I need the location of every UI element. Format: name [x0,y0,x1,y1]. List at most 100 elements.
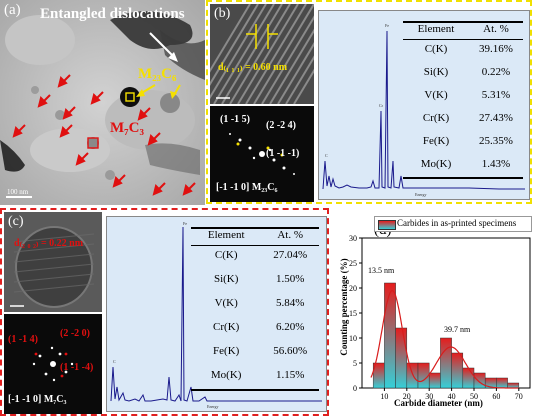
x-tick-label: 40 [448,392,456,401]
histogram-bar [406,362,419,389]
table-row: C(K) 27.04% [191,249,319,267]
svg-text:Energy: Energy [207,404,218,409]
d-spacing-b: d₍₁ ₁ ₁₎ = 0.60 nm [218,62,288,73]
table-cell: V(K) [424,89,448,101]
table-cell: 5.31% [481,89,511,101]
table-cell: V(K) [214,297,238,309]
table-row: Si(K) 1.50% [191,273,319,291]
table-row: Mo(K) 1.15% [191,369,319,387]
m23c6-annotation: M₂₃C₆ [138,66,177,82]
table-b-header-element: Element [417,23,455,35]
svg-text:Energy: Energy [415,192,426,197]
table-cell: 1.50% [275,273,305,285]
fft-c-label-2: (2 -2 0) [60,328,90,339]
histogram-bar [473,372,486,389]
table-cell: C(K) [424,43,448,55]
table-c-header: Element At. % [191,227,319,246]
table-cell: Cr(K) [422,112,450,124]
y-tick-label: 0 [353,384,357,393]
table-cell: 56.60% [273,345,308,357]
legend-label: Carbides in as-printed specimens [397,218,517,228]
table-row: Fe(K) 25.35% [403,135,523,153]
histogram-bar [417,362,430,389]
table-row: Cr(K) 27.43% [403,112,523,130]
zone-axis-c: [-1 -1 0] M₇C₃ [8,394,67,405]
histogram-bar [462,367,475,389]
table-row: Fe(K) 56.60% [191,345,319,363]
hrtem-image-b: (b) d₍₁ ₁ ₁₎ = 0.60 nm [210,4,314,104]
x-tick-label: 50 [470,392,478,401]
table-row: Mo(K) 1.43% [403,158,523,176]
histogram-bar [395,327,408,389]
eds-spectrum-b: C Cr Fe Energy Element At. % C(K) 39.16% Si… [318,10,530,200]
hrtem-image-c: (c) d₍₂ ₀ ₂₎ = 0.22 nm [4,212,102,312]
carbide-histogram: 10 20 30 40 50 60 70 0 5 10 15 20 25 30 [349,234,531,401]
x-tick-label: 30 [425,392,433,401]
histogram-bar [496,377,508,389]
svg-text:C: C [113,359,116,364]
table-b-header-at: At. % [483,23,509,35]
table-cell: 39.16% [479,43,513,55]
red-arrows [12,74,196,196]
eds-spectrum-c: C Fe Energy Element At. % C(K) 27.04% Si(K… [106,216,327,412]
x-tick-label: 20 [403,392,411,401]
table-cell: 1.43% [481,158,511,170]
table-cell: 5.84% [275,297,305,309]
histogram-bar [507,382,520,389]
fft-b-label-1: (1 -1 5) [220,114,250,125]
svg-text:C: C [325,153,328,158]
table-cell: 27.04% [273,249,308,261]
table-c-header-at: At. % [277,229,304,241]
histogram-bar [440,337,452,389]
table-b-header: Element At. % [403,21,523,40]
y-tick-label: 5 [353,359,357,368]
peak-label-2: 39.7 nm [444,325,471,334]
fit-curve [370,289,519,389]
svg-text:Fe: Fe [183,221,187,226]
table-row: V(K) 5.84% [191,297,319,315]
x-axis-title: Carbide diameter (nm) [394,398,483,408]
svg-text:Cr: Cr [379,103,384,108]
x-tick-label: 70 [515,392,523,401]
panel-a-label: (a) [4,2,21,18]
x-tick-label: 10 [380,392,388,401]
legend-swatch [378,220,396,230]
table-cell: C(K) [214,249,238,261]
entangled-dislocations-annotation: Entangled dislocations [40,6,185,22]
table-row: V(K) 5.31% [403,89,523,107]
y-tick-label: 20 [349,284,357,293]
panel-c-label: (c) [8,214,24,229]
table-row: Cr(K) 6.20% [191,321,319,339]
table-c-bottom-rule [191,389,319,391]
fft-pattern-b: (1 -1 5) (2 -2 4) (1 -1 -1) [-1 -1 0] M₂… [210,106,314,202]
y-tick-label: 25 [349,259,357,268]
y-axis-title: Counting percentage (%) [339,258,349,356]
table-row: Si(K) 0.22% [403,66,523,84]
table-cell: Mo(K) [420,158,452,170]
fft-pattern-c: (1 -1 4) (2 -2 0) (1 -1 -4) [-1 -1 0] M₇… [4,314,102,414]
panel-c: (c) d₍₂ ₀ ₂₎ = 0.22 nm (1 -1 4) (2 -2 0)… [0,208,329,416]
fft-c-label-3: (1 -1 -4) [60,362,94,373]
fft-b-label-2: (2 -2 4) [266,120,296,131]
table-cell: 6.20% [275,321,305,333]
table-cell: Si(K) [423,66,449,78]
x-tick-label: 60 [492,392,500,401]
panel-b: (b) d₍₁ ₁ ₁₎ = 0.60 nm (1 -1 5) (2 -2 4)… [206,0,532,204]
table-cell: Mo(K) [210,369,242,381]
histogram-bar [384,282,396,389]
scale-bar-label: 100 nm [7,188,29,196]
zone-axis-b: [-1 -1 0] M₂₃C₆ [216,182,278,193]
table-cell: Fe(K) [422,135,450,147]
table-c-header-element: Element [207,229,245,241]
fft-b-label-3: (1 -1 -1) [266,148,300,159]
svg-text:Fe: Fe [385,23,389,28]
m7c3-annotation: M₇C₃ [110,120,144,136]
table-cell: 27.43% [479,112,513,124]
composition-table-c: Element At. % C(K) 27.04% Si(K) 1.50% V(K)… [191,227,319,397]
table-cell: 1.15% [275,369,305,381]
table-row: C(K) 39.16% [403,43,523,61]
fft-c-label-1: (1 -1 4) [8,334,38,345]
peak-label-1: 13.5 nm [368,266,395,275]
histogram-bar [451,352,464,389]
